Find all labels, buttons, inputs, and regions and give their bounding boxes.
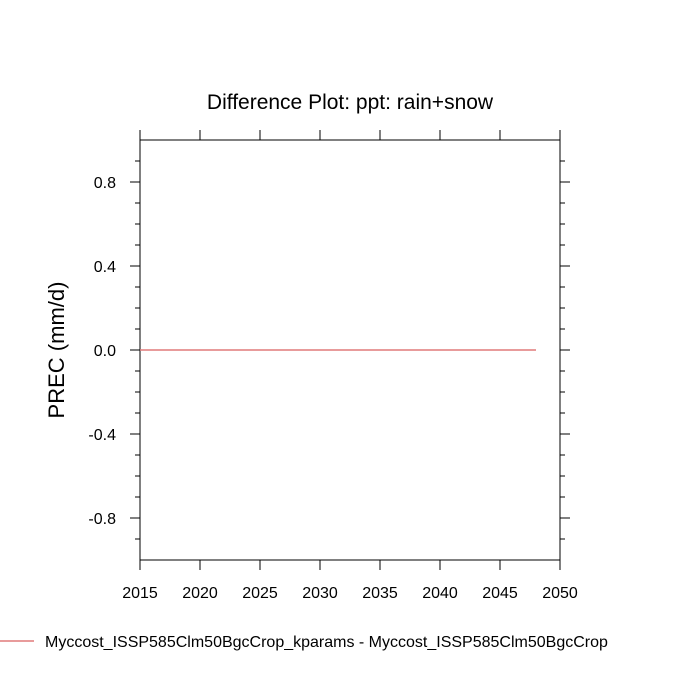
y-tick-label: 0.4	[94, 259, 116, 276]
x-tick-label: 2030	[302, 585, 338, 602]
y-tick-label: -0.8	[88, 511, 116, 528]
x-tick-label: 2040	[422, 585, 458, 602]
y-tick-label: -0.4	[88, 427, 116, 444]
x-tick-label: 2020	[182, 585, 218, 602]
y-tick-label: 0.8	[94, 175, 116, 192]
y-tick-labels: 0.8 0.4 0.0 -0.4 -0.8	[88, 175, 116, 528]
x-tick-label: 2035	[362, 585, 398, 602]
x-tick-labels: 2015 2020 2025 2030 2035 2040 2045 2050	[122, 585, 578, 602]
x-tick-label: 2015	[122, 585, 158, 602]
axis-ticks	[130, 130, 570, 570]
y-axis-label: PREC (mm/d)	[44, 282, 69, 419]
x-tick-label: 2025	[242, 585, 278, 602]
x-tick-label: 2045	[482, 585, 518, 602]
chart-title: Difference Plot: ppt: rain+snow	[207, 91, 494, 114]
legend-label: Myccost_ISSP585Clm50BgcCrop_kparams - My…	[45, 634, 608, 651]
legend: Myccost_ISSP585Clm50BgcCrop_kparams - My…	[0, 634, 608, 651]
x-tick-label: 2050	[542, 585, 578, 602]
y-tick-label: 0.0	[94, 343, 116, 360]
